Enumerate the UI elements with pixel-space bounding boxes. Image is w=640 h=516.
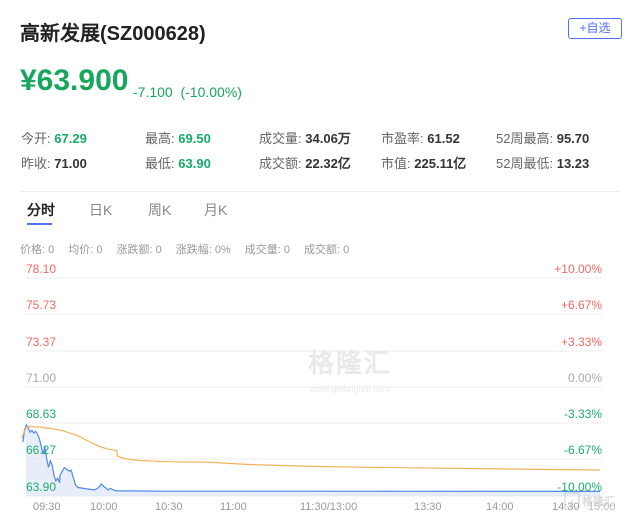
svg-text:+6.67%: +6.67% bbox=[561, 298, 602, 312]
svg-text:63.90: 63.90 bbox=[26, 480, 56, 494]
svg-text:73.37: 73.37 bbox=[26, 335, 56, 349]
svg-text:格隆汇: 格隆汇 bbox=[582, 494, 615, 508]
svg-text:10:30: 10:30 bbox=[155, 501, 183, 513]
svg-text:68.63: 68.63 bbox=[26, 407, 56, 421]
svg-text:-6.67%: -6.67% bbox=[564, 443, 602, 457]
svg-text:13:30: 13:30 bbox=[414, 501, 442, 513]
svg-text:10:00: 10:00 bbox=[90, 501, 118, 513]
svg-text:78.10: 78.10 bbox=[26, 262, 56, 276]
svg-text:09:30: 09:30 bbox=[33, 501, 61, 513]
svg-text:75.73: 75.73 bbox=[26, 298, 56, 312]
svg-text:11:30/13:00: 11:30/13:00 bbox=[300, 501, 357, 513]
svg-text:11:00: 11:00 bbox=[220, 501, 247, 513]
svg-text:+3.33%: +3.33% bbox=[561, 335, 602, 349]
svg-text:0.00%: 0.00% bbox=[568, 371, 602, 385]
svg-text:71.00: 71.00 bbox=[26, 371, 56, 385]
svg-text:66.27: 66.27 bbox=[26, 443, 56, 457]
svg-text:+10.00%: +10.00% bbox=[554, 262, 602, 276]
svg-text:-10.00%: -10.00% bbox=[557, 480, 602, 494]
svg-text:-3.33%: -3.33% bbox=[564, 407, 602, 421]
svg-text:14:00: 14:00 bbox=[486, 501, 514, 513]
